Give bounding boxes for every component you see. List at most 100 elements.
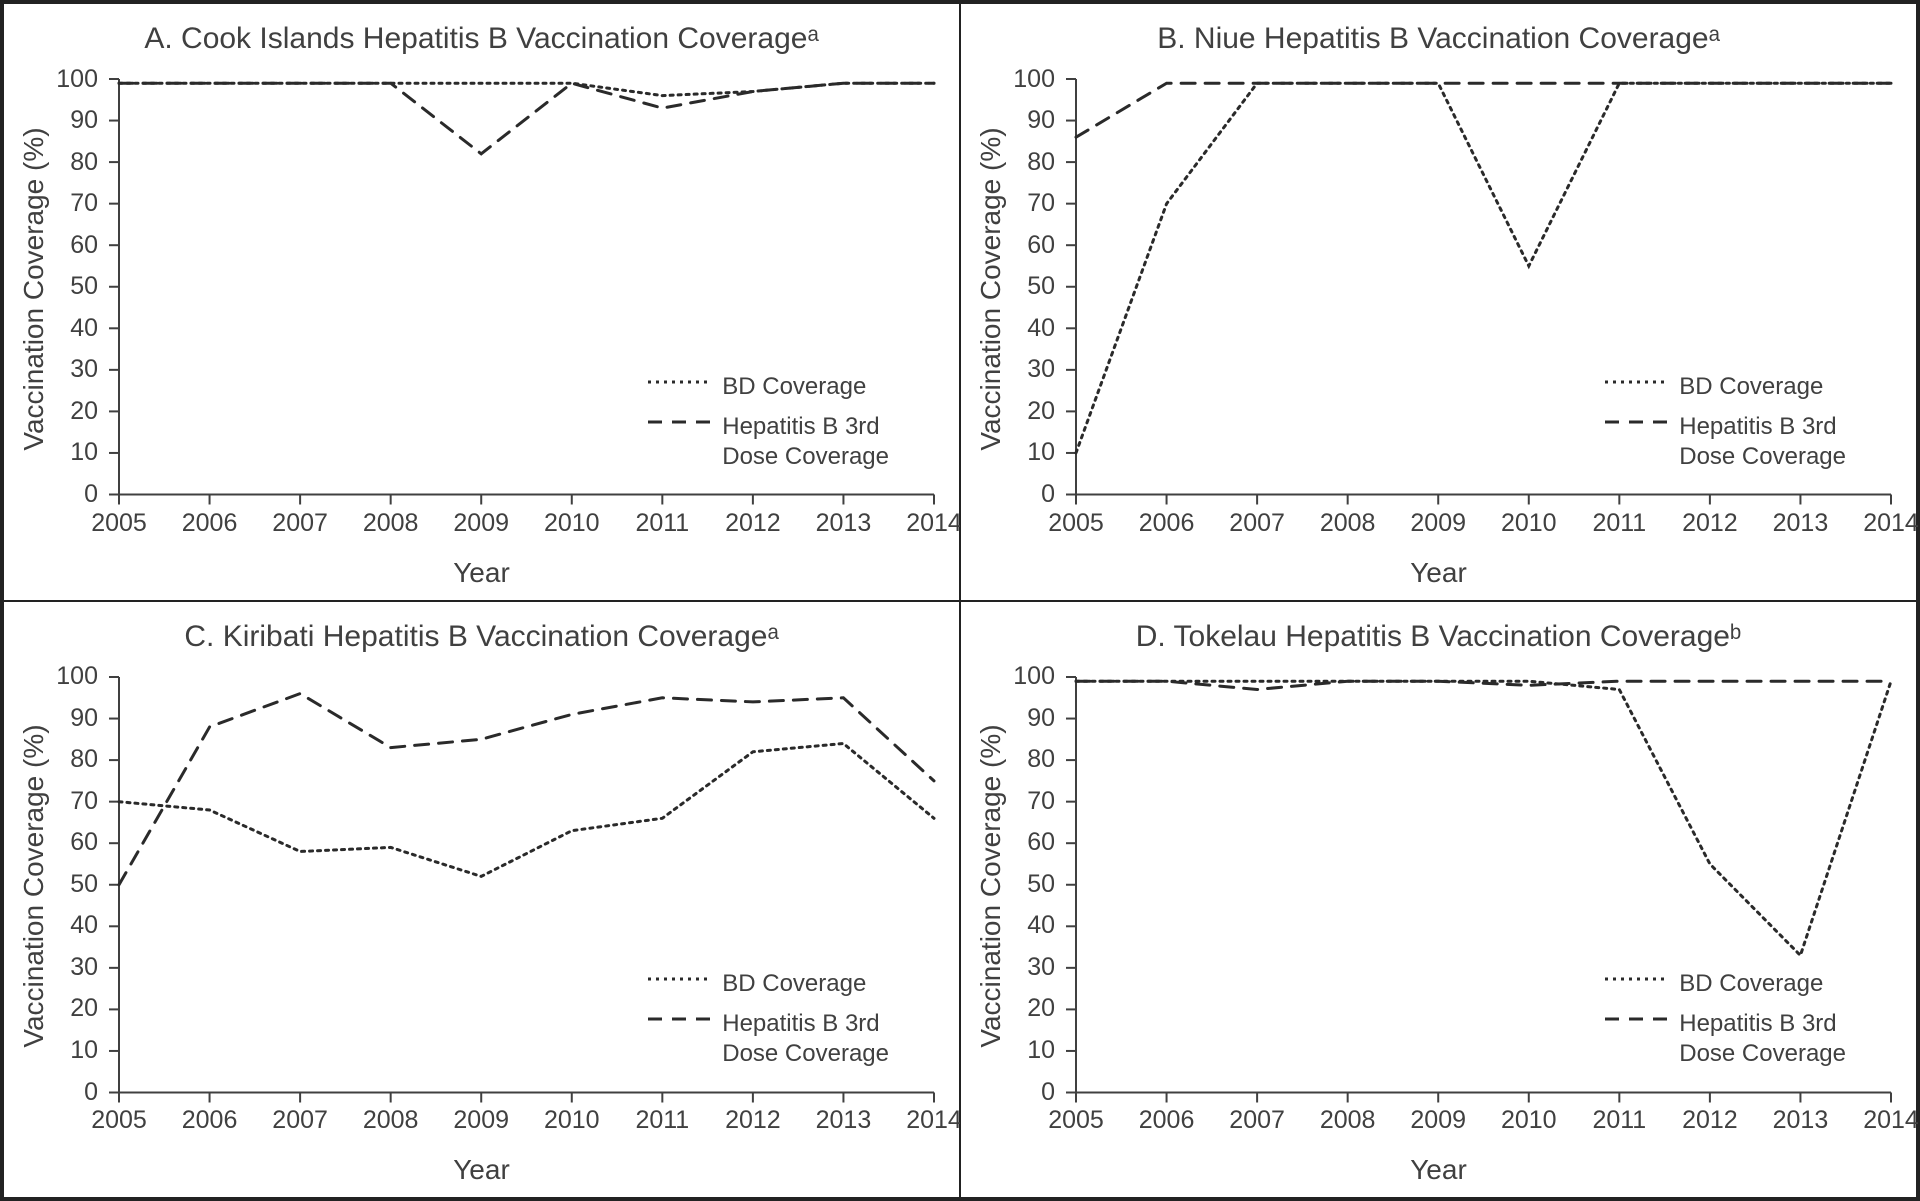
y-tick-label: 30 — [70, 355, 98, 384]
x-tick-label: 2012 — [723, 509, 783, 538]
y-tick-label: 80 — [1027, 148, 1055, 177]
x-tick-label: 2007 — [1227, 1106, 1287, 1135]
legend-swatch-icon — [1605, 412, 1669, 432]
legend-swatch-icon — [648, 412, 712, 432]
y-axis-label: Vaccination Coverage (%) — [975, 81, 1007, 497]
legend-label: Hepatitis B 3rdDose Coverage — [1679, 412, 1846, 472]
x-axis-label: Year — [4, 1154, 959, 1186]
panel-d: D. Tokelau Hepatitis B Vaccination Cover… — [960, 601, 1917, 1199]
legend-label: BD Coverage — [722, 969, 866, 999]
legend-label: Hepatitis B 3rdDose Coverage — [722, 412, 889, 472]
x-tick-label: 2011 — [632, 509, 692, 538]
x-tick-label: 2012 — [1680, 509, 1740, 538]
panel-title: A. Cook Islands Hepatitis B Vaccination … — [4, 22, 959, 56]
legend-label: BD Coverage — [1679, 969, 1823, 999]
y-tick-label: 90 — [1027, 106, 1055, 135]
legend-label: BD Coverage — [1679, 372, 1823, 402]
panel-title: D. Tokelau Hepatitis B Vaccination Cover… — [961, 620, 1916, 654]
panel-title: C. Kiribati Hepatitis B Vaccination Cove… — [4, 620, 959, 654]
y-tick-label: 40 — [1027, 911, 1055, 940]
y-tick-label: 0 — [1041, 1078, 1055, 1107]
y-tick-label: 80 — [70, 148, 98, 177]
y-tick-label: 20 — [1027, 994, 1055, 1023]
legend-label: Hepatitis B 3rdDose Coverage — [1679, 1009, 1846, 1069]
y-tick-label: 40 — [70, 314, 98, 343]
legend-swatch-icon — [648, 1009, 712, 1029]
y-tick-label: 100 — [1013, 662, 1055, 691]
x-tick-label: 2011 — [632, 1106, 692, 1135]
x-tick-label: 2009 — [451, 1106, 511, 1135]
y-tick-label: 40 — [70, 911, 98, 940]
y-axis-label: Vaccination Coverage (%) — [975, 679, 1007, 1095]
series-line-hep3 — [1076, 83, 1891, 137]
x-tick-label: 2013 — [1770, 509, 1830, 538]
x-tick-label: 2013 — [813, 1106, 873, 1135]
y-tick-label: 50 — [1027, 272, 1055, 301]
x-axis-label: Year — [961, 557, 1916, 589]
x-tick-label: 2006 — [1137, 1106, 1197, 1135]
y-tick-label: 70 — [1027, 189, 1055, 218]
x-tick-label: 2005 — [89, 1106, 149, 1135]
x-tick-label: 2014 — [904, 509, 964, 538]
x-tick-label: 2009 — [1408, 509, 1468, 538]
y-tick-label: 70 — [70, 189, 98, 218]
x-axis-label: Year — [4, 557, 959, 589]
x-tick-label: 2007 — [1227, 509, 1287, 538]
legend-item-bd: BD Coverage — [1605, 372, 1846, 402]
chart-legend: BD Coverage Hepatitis B 3rdDose Coverage — [1605, 372, 1846, 472]
y-tick-label: 20 — [70, 397, 98, 426]
y-tick-label: 30 — [70, 953, 98, 982]
x-tick-label: 2007 — [270, 1106, 330, 1135]
legend-swatch-icon — [1605, 372, 1669, 392]
y-tick-label: 60 — [70, 828, 98, 857]
x-axis-label: Year — [961, 1154, 1916, 1186]
x-tick-label: 2009 — [1408, 1106, 1468, 1135]
y-tick-label: 10 — [70, 1036, 98, 1065]
x-tick-label: 2006 — [180, 509, 240, 538]
x-tick-label: 2006 — [180, 1106, 240, 1135]
y-axis-label: Vaccination Coverage (%) — [18, 679, 50, 1095]
x-tick-label: 2010 — [542, 509, 602, 538]
series-line-bd — [1076, 681, 1891, 955]
y-tick-label: 60 — [70, 231, 98, 260]
legend-swatch-icon — [648, 969, 712, 989]
y-tick-label: 10 — [70, 438, 98, 467]
x-tick-label: 2008 — [361, 509, 421, 538]
x-tick-label: 2008 — [1318, 509, 1378, 538]
y-tick-label: 100 — [56, 662, 98, 691]
y-tick-label: 90 — [70, 106, 98, 135]
y-tick-label: 100 — [1013, 65, 1055, 94]
x-tick-label: 2008 — [1318, 1106, 1378, 1135]
legend-label: Hepatitis B 3rdDose Coverage — [722, 1009, 889, 1069]
chart-legend: BD Coverage Hepatitis B 3rdDose Coverage — [648, 969, 889, 1069]
x-tick-label: 2008 — [361, 1106, 421, 1135]
legend-item-bd: BD Coverage — [1605, 969, 1846, 999]
y-tick-label: 80 — [70, 745, 98, 774]
legend-swatch-icon — [1605, 1009, 1669, 1029]
legend-item-hep3: Hepatitis B 3rdDose Coverage — [1605, 1009, 1846, 1069]
y-tick-label: 100 — [56, 65, 98, 94]
x-tick-label: 2013 — [813, 509, 873, 538]
legend-swatch-icon — [648, 372, 712, 392]
y-tick-label: 60 — [1027, 231, 1055, 260]
y-tick-label: 30 — [1027, 355, 1055, 384]
x-tick-label: 2010 — [542, 1106, 602, 1135]
y-tick-label: 90 — [70, 704, 98, 733]
x-tick-label: 2006 — [1137, 509, 1197, 538]
panel-c: C. Kiribati Hepatitis B Vaccination Cove… — [3, 601, 960, 1199]
y-tick-label: 0 — [1041, 480, 1055, 509]
y-tick-label: 0 — [84, 480, 98, 509]
y-tick-label: 10 — [1027, 438, 1055, 467]
x-tick-label: 2014 — [1861, 509, 1920, 538]
x-tick-label: 2014 — [1861, 1106, 1920, 1135]
legend-item-hep3: Hepatitis B 3rdDose Coverage — [1605, 412, 1846, 472]
x-tick-label: 2007 — [270, 509, 330, 538]
x-tick-label: 2005 — [1046, 509, 1106, 538]
chart-legend: BD Coverage Hepatitis B 3rdDose Coverage — [1605, 969, 1846, 1069]
legend-swatch-icon — [1605, 969, 1669, 989]
y-tick-label: 20 — [70, 994, 98, 1023]
legend-item-hep3: Hepatitis B 3rdDose Coverage — [648, 412, 889, 472]
x-tick-label: 2012 — [723, 1106, 783, 1135]
legend-item-bd: BD Coverage — [648, 969, 889, 999]
y-tick-label: 70 — [70, 787, 98, 816]
